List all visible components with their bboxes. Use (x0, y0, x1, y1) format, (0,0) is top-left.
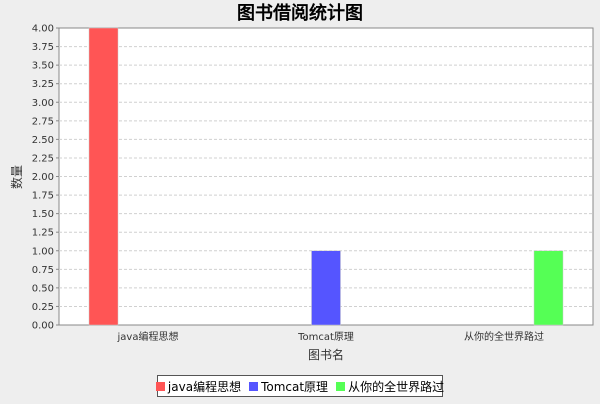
legend-label: 从你的全世界路过 (348, 379, 445, 394)
legend-item-2: Tomcat原理 (249, 378, 328, 395)
y-tick-label: 2.75 (32, 116, 54, 127)
bar-3 (533, 250, 564, 326)
y-tick-label: 0.75 (32, 265, 54, 276)
legend-swatch (155, 381, 165, 391)
y-axis-label: 数量 (9, 165, 24, 189)
chart-legend: java编程思想 Tomcat原理 从你的全世界路过 (155, 375, 444, 397)
legend-swatch (336, 381, 346, 391)
legend-label: Tomcat原理 (261, 379, 329, 394)
x-axis-label: 图书名 (308, 347, 344, 362)
y-tick-label: 0.00 (32, 321, 54, 332)
x-tick-label: 从你的全世界路过 (464, 330, 544, 343)
y-tick-label: 3.00 (32, 98, 54, 109)
y-tick-label: 3.75 (32, 42, 54, 53)
y-tick-label: 0.50 (32, 283, 54, 294)
legend-label: java编程思想 (167, 379, 242, 394)
bar-2 (311, 250, 341, 326)
plot-area: 0.00 0.25 0.50 0.75 1.00 1.25 1.50 1.75 2.00 2.25… (32, 24, 594, 343)
y-tick-label: 1.25 (32, 228, 54, 239)
legend-item-3: 从你的全世界路过 (336, 378, 444, 395)
y-tick-label: 4.00 (32, 24, 54, 35)
x-tick-label: Tomcat原理 (297, 331, 354, 343)
y-tick-label: 3.25 (32, 79, 54, 90)
y-tick-label: 1.00 (32, 246, 54, 257)
legend-swatch (249, 381, 259, 391)
y-tick-label: 1.75 (32, 191, 54, 202)
y-tick-label: 2.00 (32, 172, 54, 183)
y-tick-label: 0.25 (32, 302, 54, 313)
bar-1 (88, 27, 119, 326)
y-tick-label: 2.50 (32, 135, 54, 146)
x-tick-label: java编程思想 (117, 330, 179, 343)
y-tick-label: 3.50 (32, 61, 54, 72)
y-tick-label: 1.50 (32, 209, 54, 220)
chart-title: 图书借阅统计图 (237, 2, 363, 24)
y-tick-label: 2.25 (32, 153, 54, 164)
legend-item-1: java编程思想 (155, 378, 242, 395)
